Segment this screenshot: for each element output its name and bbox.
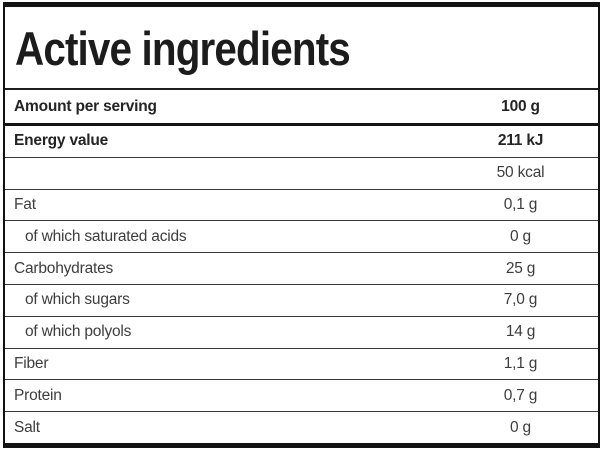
table-row-protein: Protein 0,7 g: [5, 380, 598, 413]
row-label: Salt: [14, 418, 40, 436]
row-value: 25 g: [505, 259, 536, 277]
table-row-fiber: Fiber 1,1 g: [5, 349, 598, 381]
table-row-salt: Salt 0 g: [5, 412, 598, 443]
row-value: 0 g: [510, 227, 531, 245]
row-label: Amount per serving: [14, 97, 157, 115]
table-row-kcal: 50 kcal: [5, 158, 598, 190]
row-label: Fiber: [14, 354, 49, 372]
row-value: 0,7 g: [503, 386, 538, 404]
row-value: 0,1 g: [503, 195, 538, 213]
table-row-amount-per-serving: Amount per serving 100 g: [5, 90, 598, 126]
row-label: of which sugars: [25, 291, 130, 309]
active-ingredients-table: Active ingredients Amount per serving 10…: [3, 2, 600, 448]
row-value: 7,0 g: [503, 291, 538, 309]
table-row-polyols: of which polyols 14 g: [5, 317, 598, 349]
table-row-saturated-acids: of which saturated acids 0 g: [5, 221, 598, 254]
table-row-sugars: of which sugars 7,0 g: [5, 285, 598, 317]
row-value: 211 kJ: [497, 132, 544, 150]
row-value: 100 g: [501, 97, 540, 115]
row-value: 50 kcal: [496, 164, 545, 182]
row-label: of which polyols: [25, 323, 132, 341]
row-label: of which saturated acids: [25, 227, 187, 245]
row-value: 0 g: [510, 418, 531, 436]
row-label: Energy value: [14, 132, 109, 150]
row-label: Fat: [14, 195, 36, 213]
table-row-carbohydrates: Carbohydrates 25 g: [5, 253, 598, 285]
table-row-energy-value: Energy value 211 kJ: [5, 126, 598, 158]
row-value: 14 g: [505, 323, 536, 341]
table-title-block: Active ingredients: [5, 7, 598, 90]
row-value: 1,1 g: [503, 354, 538, 372]
row-label: Protein: [14, 386, 62, 404]
table-title: Active ingredients: [15, 22, 351, 75]
row-label: Carbohydrates: [14, 259, 114, 277]
table-row-fat: Fat 0,1 g: [5, 190, 598, 222]
